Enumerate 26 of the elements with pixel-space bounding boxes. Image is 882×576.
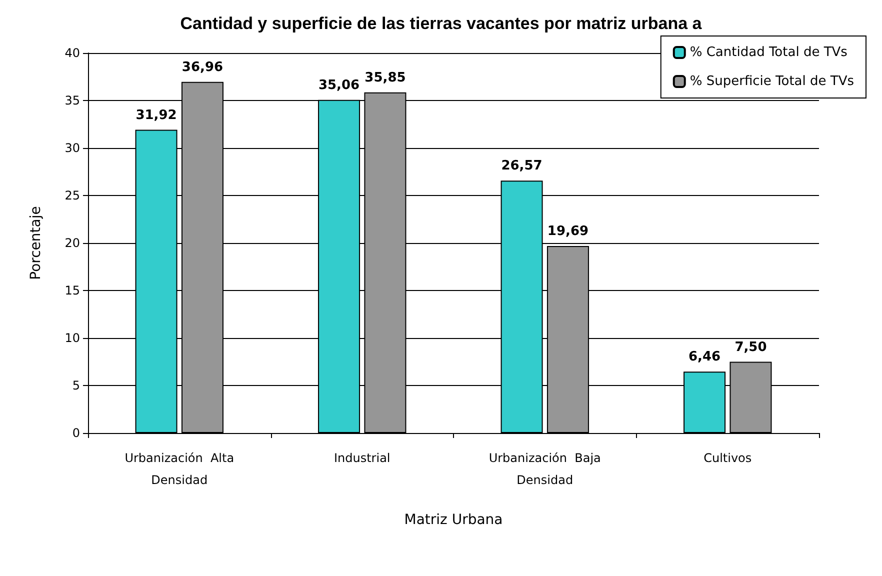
- data-label: 36,96: [182, 60, 224, 75]
- y-tick-label: 15: [64, 284, 80, 298]
- y-tick-label: 5: [72, 378, 80, 392]
- x-tick-label: Industrial: [334, 451, 390, 465]
- legend-label: % Superficie Total de TVs: [690, 74, 854, 89]
- y-tick-label: 0: [72, 426, 80, 440]
- y-tick-label: 20: [64, 236, 80, 250]
- y-tick-label: 35: [64, 94, 80, 108]
- data-label: 26,57: [501, 158, 542, 174]
- x-tick-label: Urbanización Baja Densidad: [488, 451, 601, 487]
- y-tick-label: 10: [64, 331, 80, 345]
- data-label: 7,50: [734, 340, 767, 355]
- data-label: 6,46: [688, 350, 721, 365]
- y-axis-title: Porcentaje: [28, 206, 44, 280]
- x-tick-label: Cultivos: [704, 451, 752, 465]
- y-tick-label: 40: [64, 46, 80, 60]
- y-tick-label: 30: [64, 141, 80, 155]
- chart-title: Cantidad y superficie de las tierras vacantes por matriz urbana a: [180, 14, 702, 33]
- legend-label: % Cantidad Total de TVs: [690, 45, 848, 60]
- x-tick-label: Urbanización Alta Densidad: [124, 451, 234, 487]
- data-label: 35,85: [364, 70, 406, 86]
- data-label: 31,92: [136, 108, 177, 123]
- y-tick-label: 25: [64, 188, 80, 202]
- x-axis-title: Matriz Urbana: [404, 512, 503, 528]
- data-label: 35,06: [318, 78, 360, 93]
- data-label: 19,69: [547, 224, 589, 239]
